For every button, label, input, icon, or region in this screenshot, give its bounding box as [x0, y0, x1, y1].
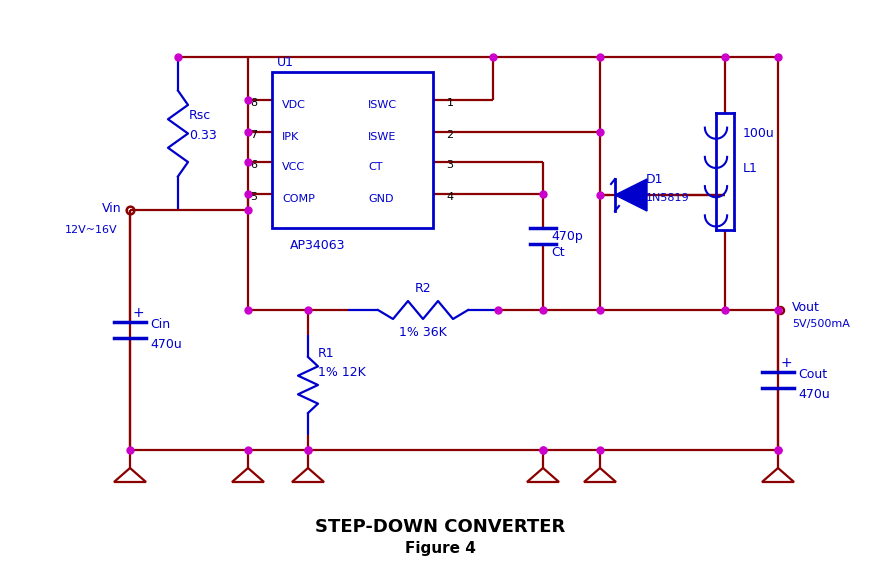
Text: 12V~16V: 12V~16V — [65, 225, 118, 235]
Text: 1% 36K: 1% 36K — [399, 325, 446, 339]
Text: 100u: 100u — [742, 126, 774, 140]
Text: L1: L1 — [742, 161, 757, 175]
Text: COMP: COMP — [282, 194, 314, 204]
Text: Vin: Vin — [102, 201, 122, 215]
Text: Figure 4: Figure 4 — [404, 541, 475, 556]
Text: 6: 6 — [250, 160, 257, 170]
Text: 3: 3 — [446, 160, 453, 170]
Text: Vout: Vout — [791, 300, 819, 314]
Text: 5V/500mA: 5V/500mA — [791, 319, 849, 329]
Text: +: + — [133, 306, 145, 320]
Text: Ct: Ct — [551, 245, 564, 259]
Text: CT: CT — [368, 162, 382, 172]
Text: U1: U1 — [277, 56, 293, 68]
Text: ISWC: ISWC — [368, 100, 397, 110]
Text: IPK: IPK — [282, 132, 299, 142]
Text: D1: D1 — [645, 172, 663, 186]
Text: 470p: 470p — [551, 230, 582, 242]
Bar — [271, 72, 433, 228]
Text: 2: 2 — [446, 130, 453, 140]
Text: 7: 7 — [250, 130, 257, 140]
Text: Rsc: Rsc — [189, 108, 211, 121]
Text: ISWE: ISWE — [368, 132, 396, 142]
Text: VDC: VDC — [282, 100, 306, 110]
Text: +: + — [781, 356, 792, 370]
Text: R1: R1 — [318, 346, 335, 360]
Text: AP34063: AP34063 — [290, 238, 345, 252]
Text: STEP-DOWN CONVERTER: STEP-DOWN CONVERTER — [314, 518, 565, 536]
Polygon shape — [615, 179, 646, 211]
Text: 4: 4 — [446, 192, 453, 202]
Text: 5: 5 — [250, 192, 257, 202]
Text: 470u: 470u — [150, 338, 182, 350]
Text: Cout: Cout — [797, 368, 826, 380]
Text: 1N5819: 1N5819 — [645, 193, 689, 203]
Text: 1: 1 — [446, 98, 453, 108]
Text: VCC: VCC — [282, 162, 305, 172]
Text: 470u: 470u — [797, 387, 829, 401]
Text: R2: R2 — [414, 281, 431, 295]
Text: 1% 12K: 1% 12K — [318, 365, 365, 379]
Text: 0.33: 0.33 — [189, 129, 217, 142]
Text: 8: 8 — [250, 98, 257, 108]
Text: GND: GND — [368, 194, 393, 204]
Text: Cin: Cin — [150, 317, 170, 331]
